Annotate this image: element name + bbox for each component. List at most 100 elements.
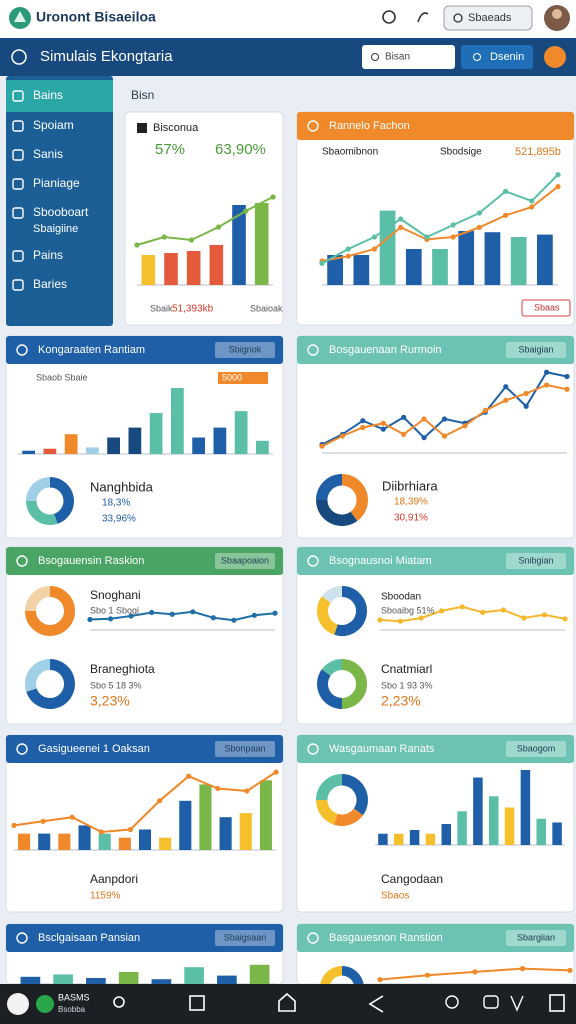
- line-point: [272, 610, 278, 616]
- bar: [118, 837, 131, 850]
- line-point: [441, 416, 448, 422]
- search-box[interactable]: [443, 5, 533, 31]
- line-point: [215, 785, 221, 792]
- icon-search[interactable]: [382, 10, 396, 24]
- card-action[interactable]: [521, 299, 571, 317]
- donut-segment: [341, 659, 367, 709]
- card-title: Bsognausnoi Miatam: [329, 555, 432, 567]
- card-button[interactable]: [506, 553, 566, 569]
- donut-segment: [26, 500, 58, 525]
- bar: [186, 251, 201, 285]
- app-title: Uronont Bisaeiloa: [36, 9, 156, 25]
- card-text: Cangodaan: [381, 872, 443, 886]
- nav-logo[interactable]: [7, 993, 29, 1015]
- bar: [537, 234, 553, 285]
- line-point: [424, 972, 431, 978]
- nav-search[interactable]: [113, 996, 125, 1008]
- card-button[interactable]: [215, 741, 275, 757]
- header-button[interactable]: [461, 45, 533, 69]
- line-point: [210, 615, 216, 621]
- notification-badge[interactable]: [544, 46, 566, 68]
- line-point: [439, 608, 445, 614]
- bar: [394, 833, 404, 845]
- card-header: [6, 924, 283, 952]
- donut-segment: [341, 774, 368, 816]
- line-point: [339, 433, 346, 439]
- card-text: Sboodan: [381, 592, 421, 603]
- line-point: [421, 435, 427, 441]
- card-button[interactable]: [215, 930, 275, 946]
- line-point: [319, 443, 325, 449]
- nav-icon[interactable]: [445, 995, 459, 1009]
- card-text: Sbaas: [534, 302, 560, 312]
- nav-menu[interactable]: [549, 994, 565, 1012]
- bar: [484, 232, 501, 285]
- line-point: [543, 382, 550, 388]
- line-point: [270, 194, 276, 200]
- line-point: [519, 966, 526, 972]
- bar: [164, 253, 178, 285]
- sidebar-item[interactable]: Sbooboart: [33, 205, 89, 219]
- sidebar-item[interactable]: Pianiage: [33, 176, 80, 190]
- card-button[interactable]: [215, 553, 275, 569]
- donut-segment: [316, 499, 358, 526]
- sidebar-item[interactable]: Sanis: [33, 147, 63, 161]
- bar: [520, 770, 531, 845]
- bar: [38, 833, 51, 850]
- bar: [138, 829, 152, 850]
- card-button-text: Sbonpaan: [224, 743, 265, 753]
- card-text: Sbo 5 18 3%: [90, 680, 142, 690]
- card-button[interactable]: [506, 930, 566, 946]
- card-title: Wasgaumaan Ranats: [329, 743, 435, 755]
- line-point: [480, 609, 486, 616]
- bar: [98, 833, 111, 850]
- card-text: 63,90%: [215, 141, 266, 158]
- bar: [107, 437, 120, 454]
- header-icon[interactable]: [11, 49, 27, 65]
- header-input[interactable]: [362, 45, 455, 69]
- sidebar-item[interactable]: Baries: [33, 277, 67, 291]
- card-title: Rannelo Fachon: [329, 120, 410, 132]
- card-button[interactable]: [506, 741, 566, 757]
- nav-icon[interactable]: [483, 995, 499, 1009]
- nav-home[interactable]: [278, 992, 296, 1012]
- line-point: [380, 426, 386, 432]
- donut-segment: [321, 586, 343, 604]
- card-text: 3,23%: [90, 693, 130, 709]
- nav-recents[interactable]: [189, 995, 205, 1011]
- line-point: [345, 253, 351, 259]
- icon-refresh[interactable]: [417, 12, 429, 23]
- card-button[interactable]: [215, 342, 275, 358]
- line-series: [321, 185, 559, 262]
- nav-icon[interactable]: [510, 995, 524, 1012]
- card-text: Diibrhiara: [382, 478, 438, 493]
- bar: [22, 450, 35, 454]
- donut-segment: [333, 808, 364, 826]
- line-point: [529, 204, 535, 210]
- bar: [217, 975, 237, 984]
- line-point: [186, 773, 192, 779]
- sidebar-item[interactable]: Pains: [33, 248, 63, 262]
- line-point: [523, 390, 529, 397]
- card-text: 2,23%: [381, 693, 421, 709]
- line-point: [156, 798, 163, 804]
- card-button[interactable]: [506, 342, 566, 358]
- line-point: [251, 612, 258, 618]
- sidebar-icon: [12, 207, 24, 219]
- line-point: [564, 386, 570, 392]
- line-point: [371, 246, 378, 252]
- donut-segment: [321, 659, 343, 677]
- card-text: Nanghbida: [90, 479, 154, 494]
- line-point: [371, 234, 378, 240]
- bar: [86, 978, 106, 984]
- bar: [504, 807, 515, 845]
- nav-app-icon[interactable]: [36, 995, 54, 1013]
- sidebar-item[interactable]: Bains: [33, 88, 63, 102]
- nav-back[interactable]: [368, 995, 384, 1013]
- donut-segment: [317, 596, 339, 635]
- bar: [425, 833, 436, 845]
- sidebar-item[interactable]: Spoiam: [33, 118, 74, 132]
- line-point: [128, 613, 134, 619]
- card-header-icon: [16, 555, 28, 567]
- header-input-text: Bisan: [385, 52, 410, 63]
